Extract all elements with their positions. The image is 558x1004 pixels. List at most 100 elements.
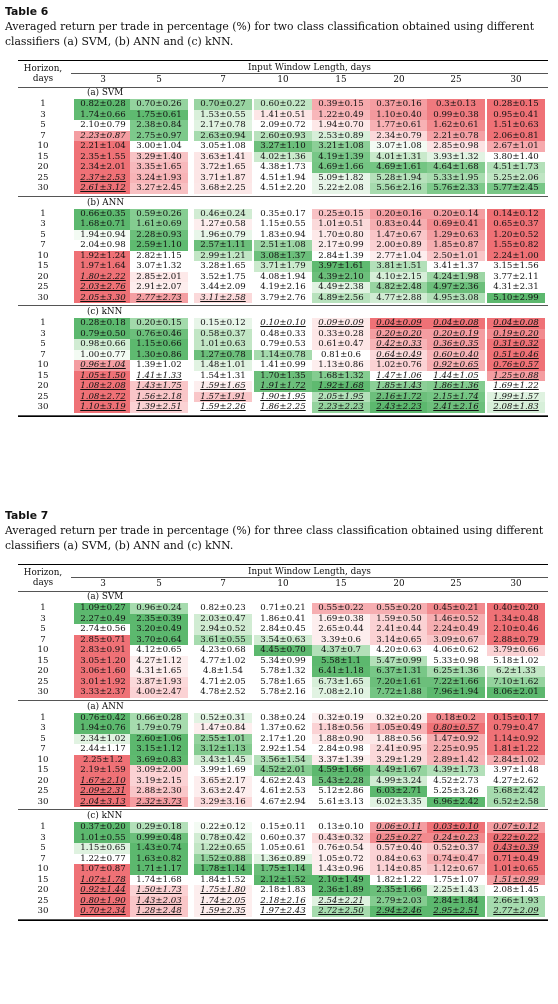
value-cell: 2.00±0.89 <box>370 240 428 251</box>
value-cell: 2.16±1.72 <box>370 391 428 402</box>
table-row: 10 1.92±1.24 2.82±1.15 2.99±1.21 3.08±1.37 2.… <box>18 250 548 261</box>
horizon-cell: 25 <box>37 676 49 687</box>
table-row: 3 1.68±0.71 1.61±0.69 1.27±0.58 1.15±0.55 1.0… <box>18 219 548 230</box>
table-row: 20 0.92±1.44 1.50±1.73 1.75±1.80 2.18±1.83 2.… <box>18 885 548 896</box>
value-cell: 2.23±2.23 <box>312 402 370 413</box>
horizon-cell: 1 <box>40 318 46 328</box>
value-cell: 2.08±1.45 <box>487 885 545 896</box>
value-cell: 5.56±2.16 <box>370 183 428 194</box>
section-rule <box>18 918 548 920</box>
value-cell: 1.47±0.92 <box>427 733 485 744</box>
value-cell: 2.35±0.39 <box>130 613 188 624</box>
value-cell: 2.72±2.50 <box>312 906 370 917</box>
horizon-cell: 10 <box>37 864 49 874</box>
value-cell: 8.06±2.01 <box>487 687 545 698</box>
value-cell: 1.05±0.49 <box>370 723 428 734</box>
value-cell: 0.83±0.44 <box>370 219 428 230</box>
value-cell: 0.55±0.20 <box>370 603 428 614</box>
value-cell: 6.2±1.33 <box>487 666 545 677</box>
value-cell: 2.82±1.15 <box>130 250 188 261</box>
value-cell: 0.37±0.20 <box>74 822 132 833</box>
value-cell: 3.20±0.49 <box>130 624 188 635</box>
value-cell: 4.69±1.66 <box>312 162 370 173</box>
value-cell: 0.80±0.57 <box>427 723 485 734</box>
value-cell: 3.63±1.41 <box>194 151 252 162</box>
value-cell: 0.31±0.32 <box>487 339 545 350</box>
table-row: 1 0.28±0.18 0.20±0.15 0.15±0.12 0.10±0.10 0.0… <box>18 318 548 329</box>
value-cell: 0.07±0.12 <box>487 822 545 833</box>
value-cell: 1.51±0.99 <box>487 874 545 885</box>
value-cell: 0.52±0.37 <box>427 843 485 854</box>
horizon-header: Horizon, days <box>18 64 68 84</box>
value-cell: 2.57±1.11 <box>194 240 252 251</box>
value-cell: 1.39±2.51 <box>130 402 188 413</box>
header-rule <box>18 87 548 88</box>
value-cell: 1.67±2.10 <box>74 775 132 786</box>
column-header-20: 20 <box>393 579 405 589</box>
value-cell: 1.62±0.61 <box>427 120 485 131</box>
value-cell: 1.27±0.78 <box>194 349 252 360</box>
value-cell: 0.69±0.41 <box>427 219 485 230</box>
column-header-30: 30 <box>510 75 522 85</box>
table-row: 15 1.05±1.50 1.41±1.33 1.54±1.31 1.70±1.35 1.… <box>18 370 548 381</box>
value-cell: 1.30±0.86 <box>130 349 188 360</box>
horizon-cell: 15 <box>37 874 49 885</box>
value-cell: 2.67±1.01 <box>487 141 545 152</box>
table-row: 3 2.27±0.49 2.35±0.39 2.03±0.47 1.86±0.41 1.6… <box>18 613 548 624</box>
value-cell: 0.96±0.24 <box>130 603 188 614</box>
value-cell: 6.03±2.71 <box>370 786 428 797</box>
value-cell: 2.18±2.16 <box>254 895 312 906</box>
table-row: 1 0.82±0.28 0.70±0.26 0.70±0.27 0.60±0.22 0.3… <box>18 99 548 110</box>
horizon-cell: 5 <box>40 120 46 130</box>
header-subrule <box>71 73 548 74</box>
horizon-cell: 5 <box>40 339 46 349</box>
value-cell: 0.92±1.44 <box>74 885 132 896</box>
value-cell: 0.76±0.54 <box>312 843 370 854</box>
value-cell: 3.80±1.40 <box>487 151 545 162</box>
value-cell: 3.93±1.32 <box>427 151 485 162</box>
value-cell: 1.86±0.41 <box>254 613 312 624</box>
value-cell: 1.25±0.88 <box>487 370 545 381</box>
value-cell: 3.11±2.58 <box>194 292 252 303</box>
value-cell: 4.78±2.52 <box>194 687 252 698</box>
table-row: 3 0.79±0.50 0.76±0.46 0.58±0.37 0.48±0.33 0.3… <box>18 328 548 339</box>
value-cell: 1.08±2.08 <box>74 381 132 392</box>
value-cell: 1.01±0.65 <box>487 864 545 875</box>
value-cell: 2.79±2.03 <box>370 895 428 906</box>
table-row: 20 1.08±2.08 1.43±1.75 1.59±1.65 1.91±1.72 1.… <box>18 381 548 392</box>
value-cell: 2.09±2.31 <box>74 786 132 797</box>
table-row: 25 0.80±1.90 1.43±2.03 1.74±2.05 2.18±2.16 2.… <box>18 895 548 906</box>
value-cell: 0.38±0.24 <box>254 712 312 723</box>
value-cell: 1.22±0.49 <box>312 109 370 120</box>
value-cell: 3.81±1.51 <box>370 261 428 272</box>
horizon-cell: 10 <box>37 754 49 765</box>
table-block: Table 6 Averaged return per trade in perc… <box>5 4 553 417</box>
value-cell: 1.68±0.71 <box>74 219 132 230</box>
value-cell: 3.15±1.12 <box>130 744 188 755</box>
table-row: 10 2.25±1.2 3.69±0.83 3.43±1.45 3.56±1.54 3.3… <box>18 754 548 765</box>
table-caption: Table 6 Averaged return per trade in perc… <box>5 4 553 49</box>
value-cell: 0.95±0.41 <box>487 109 545 120</box>
value-cell: 1.09±0.27 <box>74 603 132 614</box>
value-cell: 1.07±0.87 <box>74 864 132 875</box>
table-title: Table 6 <box>5 5 49 18</box>
value-cell: 0.45±0.21 <box>427 603 485 614</box>
value-cell: 5.77±2.45 <box>487 183 545 194</box>
value-cell: 5.58±1.1 <box>312 655 370 666</box>
value-cell: 1.94±0.70 <box>312 120 370 131</box>
value-cell: 2.84±0.98 <box>312 744 370 755</box>
value-cell: 3.29±1.29 <box>370 754 428 765</box>
value-cell: 7.20±1.61 <box>370 676 428 687</box>
value-cell: 3.28±1.65 <box>194 261 252 272</box>
value-cell: 2.34±2.01 <box>74 162 132 173</box>
value-cell: 3.70±0.64 <box>130 634 188 645</box>
table-row: 25 2.37±2.53 3.24±1.93 3.71±1.87 4.51±1.94 5.… <box>18 172 548 183</box>
value-cell: 1.59±0.50 <box>370 613 428 624</box>
horizon-cell: 1 <box>40 208 46 219</box>
value-cell: 5.22±2.08 <box>312 183 370 194</box>
value-cell: 0.20±0.16 <box>370 208 428 219</box>
section-rule <box>18 195 548 197</box>
value-cell: 3.29±3.16 <box>194 796 252 807</box>
value-cell: 4.71±2.05 <box>194 676 252 687</box>
value-cell: 6.25±1.36 <box>427 666 485 677</box>
